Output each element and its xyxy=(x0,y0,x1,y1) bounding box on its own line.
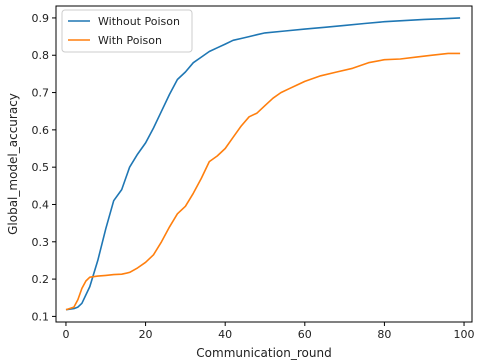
y-tick-label: 0.9 xyxy=(32,12,50,25)
y-tick-label: 0.8 xyxy=(32,49,50,62)
x-tick-label: 80 xyxy=(377,328,391,341)
x-axis-title: Communication_round xyxy=(196,346,331,360)
y-tick-label: 0.2 xyxy=(32,273,50,286)
legend-label-without-poison: Without Poison xyxy=(98,15,180,28)
x-tick-label: 20 xyxy=(139,328,153,341)
y-axis-title: Global_model_accuracy xyxy=(6,93,20,235)
x-tick-label: 60 xyxy=(298,328,312,341)
y-tick-label: 0.6 xyxy=(32,124,50,137)
legend: Without Poison With Poison xyxy=(61,9,193,53)
y-tick-label: 0.3 xyxy=(32,236,50,249)
series-line-without-poison xyxy=(65,17,461,311)
x-tick-label: 100 xyxy=(454,328,475,341)
y-tick-label: 0.5 xyxy=(32,161,50,174)
x-tick-label: 0 xyxy=(62,328,69,341)
plot-frame xyxy=(55,5,473,323)
legend-label-with-poison: With Poison xyxy=(98,34,162,47)
y-tick-label: 0.7 xyxy=(32,87,50,100)
x-axis: 0 20 40 60 80 100 xyxy=(62,322,475,341)
y-tick-label: 0.1 xyxy=(32,310,50,323)
series-line-with-poison xyxy=(65,52,461,311)
legend-box xyxy=(61,9,193,53)
y-tick-label: 0.4 xyxy=(32,198,50,211)
x-tick-label: 40 xyxy=(218,328,232,341)
series-layer xyxy=(65,17,461,311)
y-axis: 0.1 0.2 0.3 0.4 0.5 0.6 0.7 0.8 0.9 xyxy=(32,12,56,323)
